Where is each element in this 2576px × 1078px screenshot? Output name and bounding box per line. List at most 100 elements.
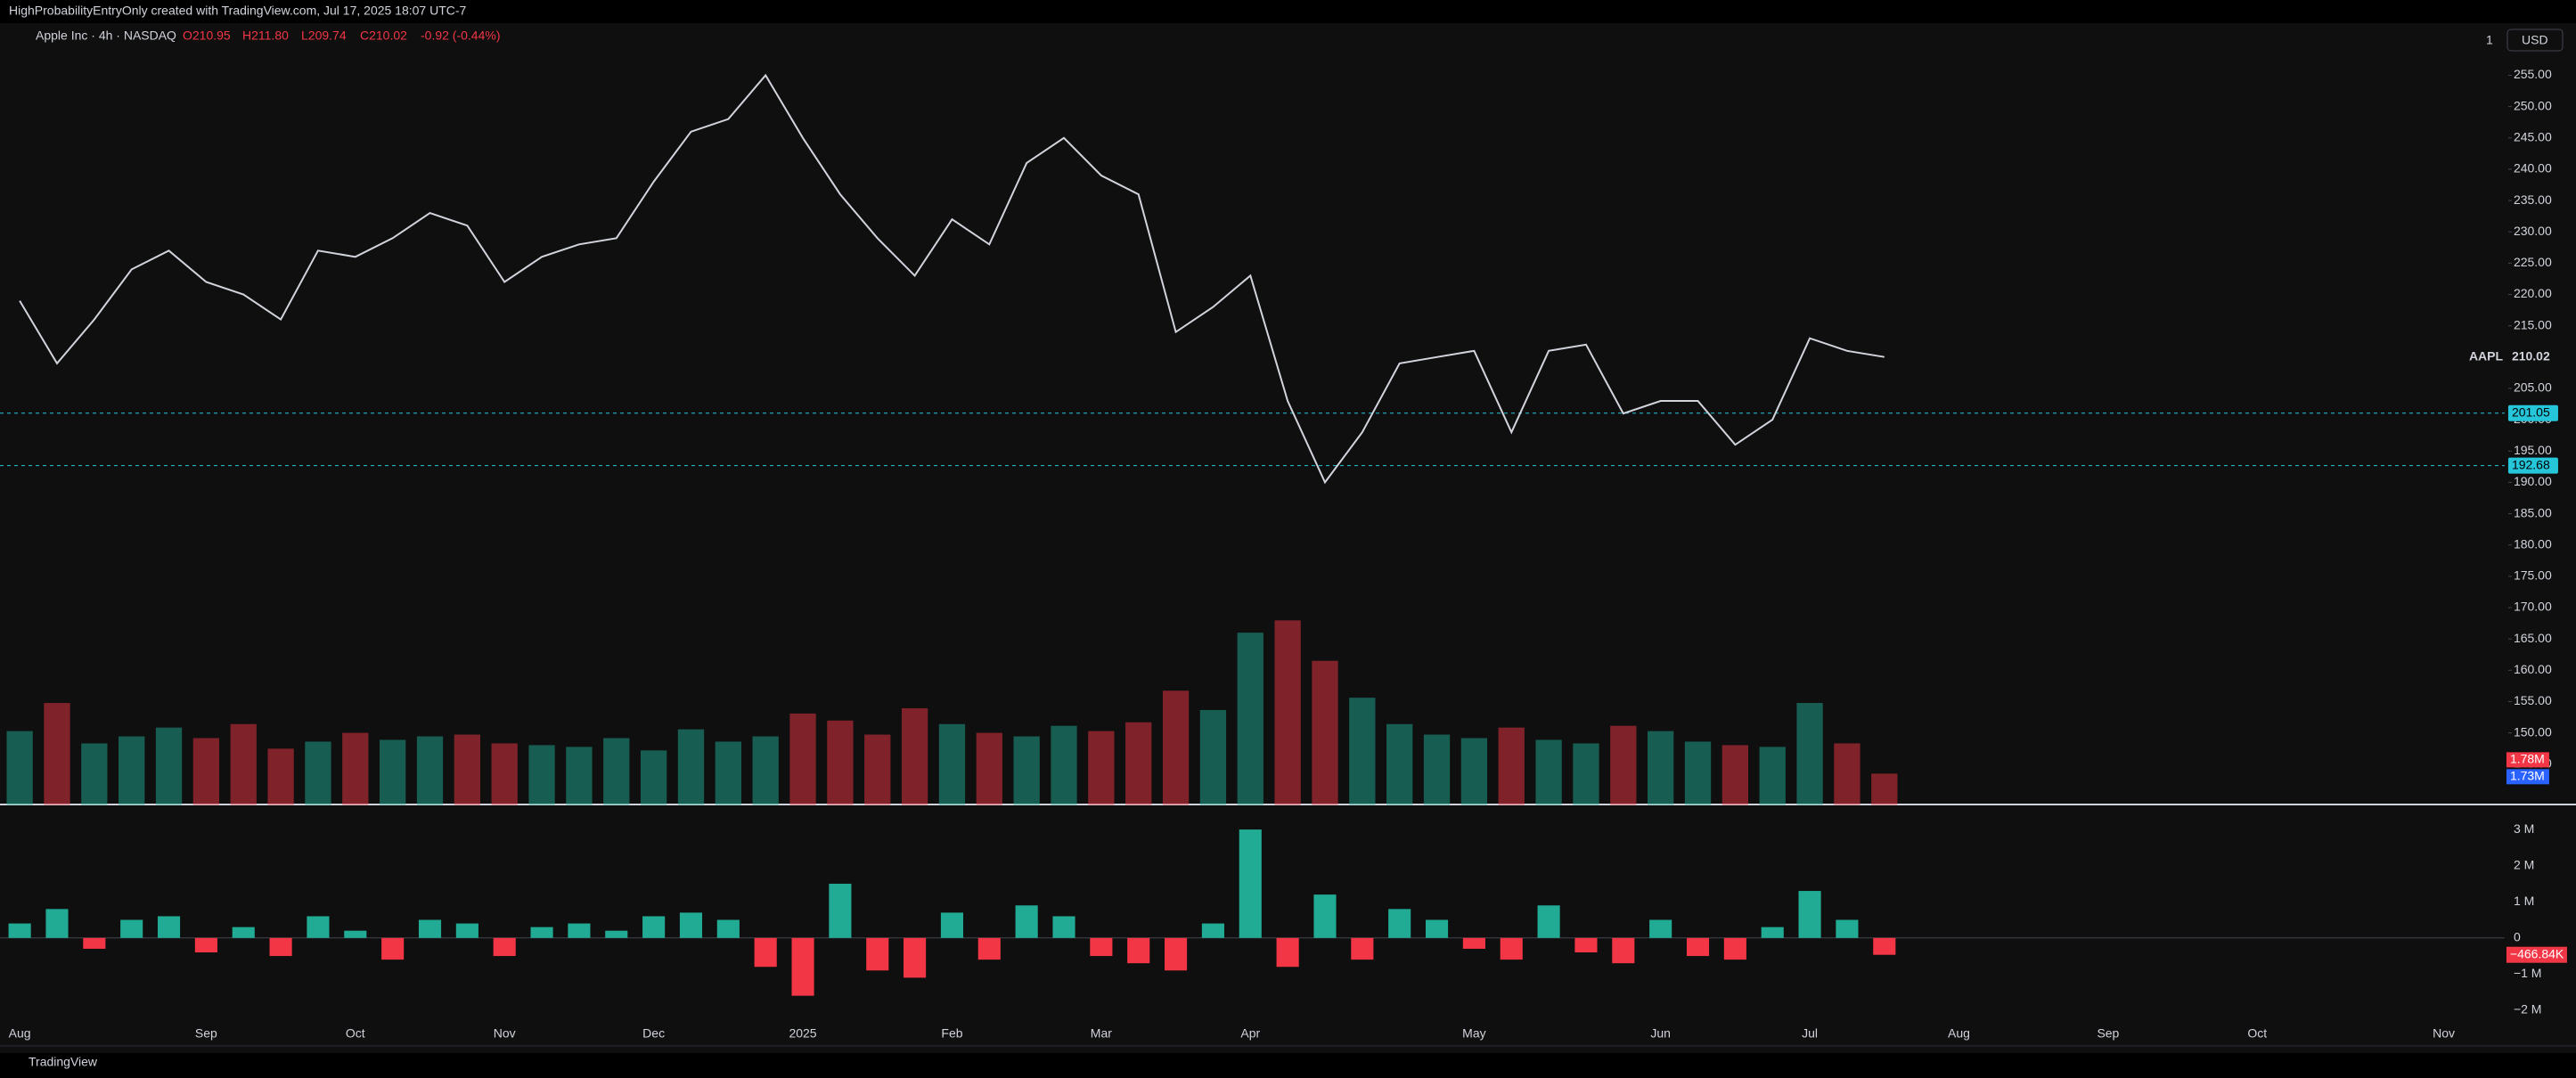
osc-bar	[1425, 919, 1449, 938]
volume-bar	[267, 748, 294, 805]
volume-bar	[976, 732, 1002, 805]
osc-bar	[1462, 937, 1485, 949]
currency-button[interactable]	[2506, 29, 2564, 52]
volume-bar	[1684, 741, 1712, 805]
volume-bar	[230, 723, 257, 805]
osc-tag-label: −466.84K	[2510, 946, 2564, 960]
legend-high: H211.80	[242, 29, 289, 43]
footer-bar	[0, 1053, 2576, 1078]
volume-bar	[901, 707, 928, 805]
level-tag	[2507, 457, 2558, 474]
x-tick-label: 2025	[789, 1026, 816, 1041]
x-tick-label: Jun	[1650, 1026, 1671, 1041]
legend-close: C210.02	[360, 29, 407, 43]
x-tick-label: Jul	[1802, 1026, 1818, 1041]
osc-bar	[493, 937, 516, 957]
volume-bar	[603, 738, 630, 805]
osc-tick-label: 3 M	[2514, 821, 2534, 836]
volume-bar	[1759, 747, 1786, 805]
y-tick-label: 255.00	[2514, 67, 2552, 81]
volume-bar	[789, 713, 816, 805]
volume-bar	[938, 723, 966, 805]
volume-bar	[342, 732, 369, 805]
osc-bar	[194, 937, 217, 953]
osc-bar	[977, 937, 1001, 960]
volume-ma-tag	[2506, 769, 2549, 785]
osc-bar	[1873, 937, 1896, 955]
volume-bar	[827, 720, 854, 805]
volume-bar	[491, 743, 518, 805]
y-tick-label: 215.00	[2514, 317, 2552, 331]
price-tag	[2507, 348, 2558, 365]
osc-tick-label: 1 M	[2514, 894, 2534, 908]
volume-bar	[1871, 773, 1898, 805]
x-tick-label: Aug	[1948, 1026, 1970, 1041]
x-tick-label: Oct	[2247, 1026, 2267, 1041]
osc-bar	[716, 919, 740, 938]
osc-bar	[307, 916, 330, 938]
volume-bar	[1423, 734, 1451, 805]
osc-bar	[1276, 937, 1299, 968]
x-tick-label: Apr	[1240, 1026, 1260, 1041]
osc-bar	[455, 923, 478, 938]
osc-bar	[1052, 916, 1075, 938]
volume-bar	[1312, 660, 1338, 805]
osc-bar	[1500, 937, 1523, 960]
volume-bar	[192, 738, 220, 805]
volume-bar	[6, 731, 33, 805]
osc-bar	[344, 930, 367, 938]
y-tick-label: 225.00	[2514, 255, 2552, 269]
y-tick-label: 245.00	[2514, 129, 2552, 143]
level-tag-label: 201.05	[2512, 404, 2550, 419]
volume-bar	[1349, 698, 1376, 805]
volume-bar	[1237, 633, 1263, 805]
volume-bar	[1051, 725, 1077, 805]
x-tick-label: Nov	[2433, 1026, 2455, 1041]
osc-tag	[2506, 946, 2567, 963]
osc-bar	[1798, 891, 1821, 938]
volume-bar	[1162, 690, 1190, 805]
y-tick-label: 235.00	[2514, 192, 2552, 207]
volume-bar	[1610, 725, 1637, 805]
volume-bar	[1088, 731, 1115, 805]
volume-bar	[1834, 743, 1860, 805]
volume-bar	[1013, 736, 1040, 805]
osc-bar	[8, 923, 31, 938]
currency-label[interactable]: USD	[2522, 33, 2548, 47]
osc-bar	[940, 912, 964, 938]
x-tick-label: Dec	[642, 1026, 665, 1041]
volume-bar	[1460, 738, 1488, 805]
osc-bar	[157, 916, 181, 938]
osc-bar	[1201, 923, 1224, 938]
osc-bar	[1686, 937, 1710, 957]
volume-bar	[1535, 739, 1562, 805]
osc-bar	[381, 937, 405, 960]
osc-bar	[45, 909, 69, 938]
osc-bar	[829, 883, 852, 938]
volume-tag	[2506, 752, 2549, 768]
x-tick-label: Sep	[2097, 1026, 2119, 1041]
osc-bar	[83, 937, 106, 949]
volume-tag-label: 1.78M	[2510, 752, 2545, 766]
y-tick-label: 190.00	[2514, 474, 2552, 488]
volume-ma-tag-label: 1.73M	[2510, 769, 2545, 783]
legend-low: L209.74	[301, 29, 347, 43]
osc-bar	[1015, 905, 1038, 938]
y-tick-label: 175.00	[2514, 568, 2552, 583]
osc-tick-label: 0	[2514, 929, 2521, 943]
y-tick-label: 230.00	[2514, 224, 2552, 238]
volume-bar	[1274, 620, 1301, 805]
osc-bar	[904, 937, 927, 978]
osc-bar	[1537, 905, 1560, 938]
legend-open: O210.95	[183, 29, 231, 43]
volume-bar	[44, 703, 70, 805]
volume-bar	[640, 750, 667, 805]
osc-tick-label: −1 M	[2514, 966, 2542, 980]
osc-bar	[1574, 937, 1598, 953]
toolbar-count[interactable]: 1	[2486, 33, 2493, 47]
osc-bar	[866, 937, 889, 971]
osc-bar	[642, 916, 666, 938]
volume-bar	[752, 736, 779, 805]
header-bar	[0, 0, 2576, 23]
osc-bar	[1836, 919, 1859, 938]
